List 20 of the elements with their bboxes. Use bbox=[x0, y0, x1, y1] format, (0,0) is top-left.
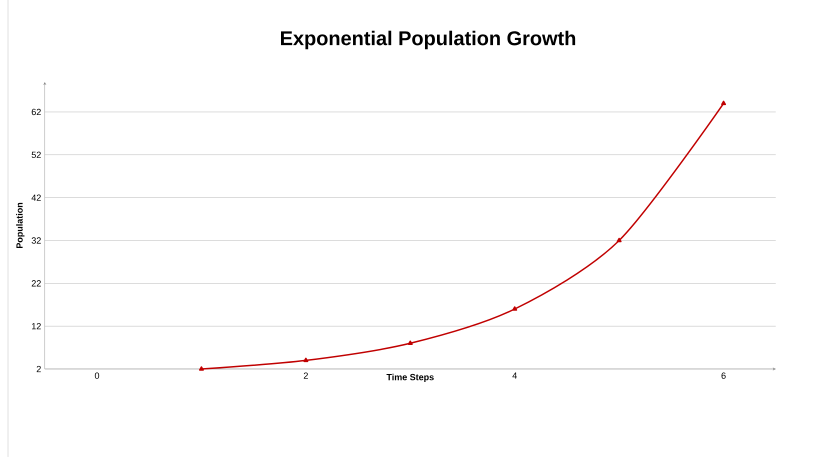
y-tick-label: 22 bbox=[32, 280, 41, 286]
x-axis-title: Time Steps bbox=[386, 374, 434, 382]
point bbox=[303, 358, 308, 362]
point bbox=[512, 306, 518, 311]
x-tick-label: 4 bbox=[512, 372, 517, 379]
y-tick-label: 2 bbox=[36, 366, 41, 372]
y-tick-label: 52 bbox=[32, 152, 41, 158]
y-tick-label: 42 bbox=[32, 194, 41, 201]
y-tick-label: 32 bbox=[32, 237, 41, 244]
x-tick-label: 6 bbox=[722, 372, 726, 379]
chart-title: Exponential Population Growth bbox=[281, 30, 576, 50]
point bbox=[198, 366, 204, 371]
point bbox=[616, 238, 622, 242]
y-tick-label: 12 bbox=[32, 323, 41, 330]
y-tick-label: 62 bbox=[32, 108, 41, 116]
x-tick-label: 0 bbox=[94, 372, 100, 379]
point bbox=[721, 100, 726, 106]
x-tick-label: 2 bbox=[304, 372, 308, 379]
point bbox=[408, 340, 413, 346]
y-axis-title: Population bbox=[16, 202, 24, 248]
